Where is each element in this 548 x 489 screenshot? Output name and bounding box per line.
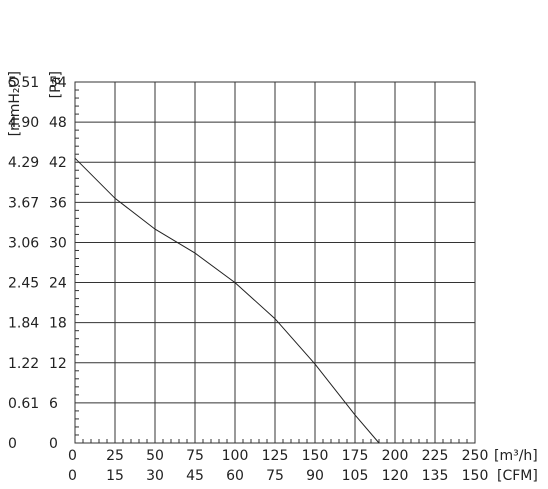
y-tick-label-mmh2o: 5.51 bbox=[8, 75, 39, 91]
x-tick-label-m3h: 50 bbox=[146, 448, 164, 464]
x-unit-m3h: [m³/h] bbox=[494, 448, 538, 464]
x-tick-label-m3h: 0 bbox=[68, 448, 77, 464]
x-tick-label-cfm: 105 bbox=[342, 468, 369, 484]
minor-ticks bbox=[75, 89, 468, 443]
pressure-flow-curve bbox=[74, 157, 380, 444]
y-unit-pa: [Pa] bbox=[48, 71, 64, 98]
y-tick-label-pa: 0 bbox=[49, 436, 58, 452]
x-tick-label-cfm: 45 bbox=[186, 468, 204, 484]
y-tick-label-mmh2o: 0.61 bbox=[8, 396, 39, 412]
y-tick-label-pa: 24 bbox=[49, 276, 67, 292]
y-tick-label-pa: 12 bbox=[49, 356, 67, 372]
y-tick-label-mmh2o: 4.90 bbox=[8, 115, 39, 131]
x-tick-label-cfm: 15 bbox=[106, 468, 124, 484]
x-tick-label-m3h: 225 bbox=[422, 448, 449, 464]
y-tick-label-mmh2o: 1.22 bbox=[8, 356, 39, 372]
y-unit-mmh2o: [mmH₂O] bbox=[7, 71, 23, 136]
x-tick-label-cfm: 0 bbox=[68, 468, 77, 484]
x-tick-label-m3h: 250 bbox=[462, 448, 489, 464]
x-tick-label-m3h: 175 bbox=[342, 448, 369, 464]
grid bbox=[74, 81, 476, 444]
x-tick-label-m3h: 200 bbox=[382, 448, 409, 464]
x-tick-label-cfm: 150 bbox=[462, 468, 489, 484]
y-tick-label-pa: 54 bbox=[49, 75, 67, 91]
x-tick-label-m3h: 100 bbox=[222, 448, 249, 464]
x-tick-label-m3h: 75 bbox=[186, 448, 204, 464]
x-tick-label-cfm: 60 bbox=[226, 468, 244, 484]
x-tick-label-cfm: 120 bbox=[382, 468, 409, 484]
plot-frame bbox=[74, 81, 476, 444]
y-tick-label-mmh2o: 0 bbox=[8, 436, 17, 452]
x-tick-label-m3h: 150 bbox=[302, 448, 329, 464]
x-tick-label-cfm: 75 bbox=[266, 468, 284, 484]
axis-labels: 0 0.61 1.22 1.84 2.45 3.06 3.67 4.29 4.90 5.51 0 6 1… bbox=[7, 71, 538, 484]
y-tick-label-mmh2o: 3.67 bbox=[8, 195, 39, 211]
x-unit-cfm: [CFM] bbox=[497, 468, 538, 484]
y-tick-label-pa: 48 bbox=[49, 115, 67, 131]
y-tick-label-mmh2o: 1.84 bbox=[8, 316, 39, 332]
y-tick-label-pa: 36 bbox=[49, 195, 67, 211]
y-tick-label-pa: 6 bbox=[49, 396, 58, 412]
y-tick-label-mmh2o: 2.45 bbox=[8, 276, 39, 292]
x-tick-label-cfm: 30 bbox=[146, 468, 164, 484]
y-tick-label-pa: 18 bbox=[49, 316, 67, 332]
y-tick-label-pa: 30 bbox=[49, 235, 67, 251]
y-tick-label-mmh2o: 4.29 bbox=[8, 155, 39, 171]
y-tick-label-mmh2o: 3.06 bbox=[8, 235, 39, 251]
x-tick-label-cfm: 135 bbox=[422, 468, 449, 484]
x-tick-label-m3h: 25 bbox=[106, 448, 124, 464]
x-tick-label-cfm: 90 bbox=[306, 468, 324, 484]
x-tick-label-m3h: 125 bbox=[262, 448, 289, 464]
y-tick-label-pa: 42 bbox=[49, 155, 67, 171]
